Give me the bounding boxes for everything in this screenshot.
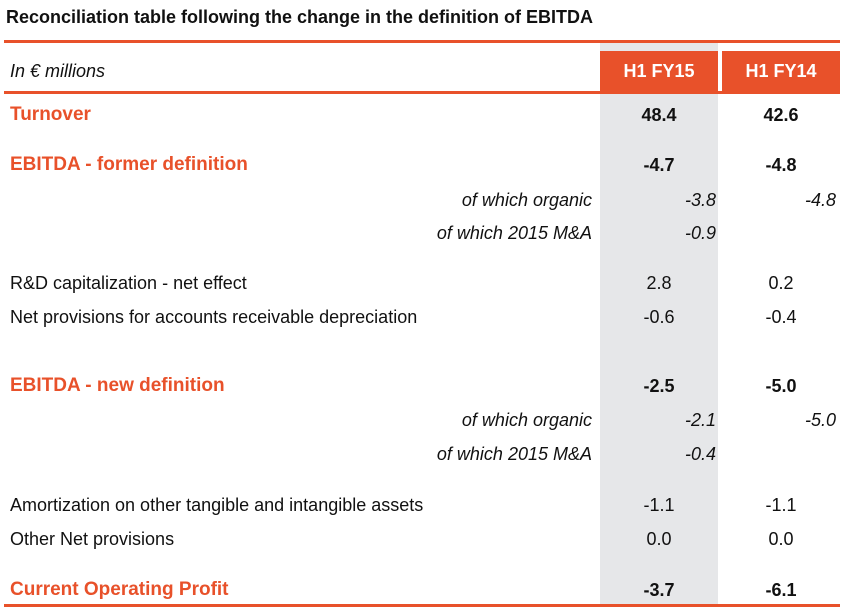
row-label: Amortization on other tangible and intan… <box>10 495 424 515</box>
row-label: R&D capitalization - net effect <box>10 273 247 293</box>
column-header-h1-fy15: H1 FY15 <box>600 51 718 91</box>
row-label: of which 2015 M&A <box>436 223 592 243</box>
table-row: of which organic -2.1 -5.0 <box>0 405 846 435</box>
row-value-h1-fy15: -2.5 <box>643 376 675 396</box>
row-label: Current Operating Profit <box>10 579 229 600</box>
row-label: of which organic <box>461 410 592 430</box>
row-value-h1-fy15: -0.9 <box>684 223 716 243</box>
row-value-h1-fy15: -2.1 <box>684 410 716 430</box>
row-value-h1-fy15: 2.8 <box>646 273 672 293</box>
row-value-h1-fy14: -6.1 <box>765 580 797 600</box>
row-label: Other Net provisions <box>10 529 175 549</box>
row-label: of which 2015 M&A <box>436 444 592 464</box>
row-value-h1-fy14: -4.8 <box>765 155 797 175</box>
table-row: Other Net provisions 0.0 0.0 <box>0 524 846 554</box>
header-divider <box>4 91 840 94</box>
current-period-column-shade <box>600 43 718 604</box>
table-row: of which organic -3.8 -4.8 <box>0 185 846 215</box>
row-value-h1-fy15: 0.0 <box>646 529 672 549</box>
row-value-h1-fy14: -4.8 <box>804 190 836 210</box>
unit-label: In € millions <box>10 61 106 81</box>
row-value-h1-fy15: -0.6 <box>643 307 675 327</box>
table-row: of which 2015 M&A -0.9 <box>0 218 846 248</box>
table-row: EBITDA - former definition -4.7 -4.8 <box>0 150 846 180</box>
row-value-h1-fy15: -3.7 <box>643 580 675 600</box>
column-header-h1-fy14: H1 FY14 <box>722 51 840 91</box>
row-label: EBITDA - new definition <box>10 375 225 396</box>
row-value-h1-fy15: -4.7 <box>643 155 675 175</box>
table-row: Turnover 48.4 42.6 <box>0 100 846 130</box>
table-row: EBITDA - new definition -2.5 -5.0 <box>0 371 846 401</box>
table-row: R&D capitalization - net effect 2.8 0.2 <box>0 268 846 298</box>
row-value-h1-fy14: 0.0 <box>768 529 794 549</box>
table-row: Current Operating Profit -3.7 -6.1 <box>0 575 846 605</box>
row-value-h1-fy14: 42.6 <box>763 105 799 125</box>
row-value-h1-fy15: -3.8 <box>684 190 716 210</box>
row-label: EBITDA - former definition <box>10 154 248 175</box>
row-label: Net provisions for accounts receivable d… <box>10 307 418 327</box>
table-row: Amortization on other tangible and intan… <box>0 490 846 520</box>
row-value-h1-fy14: -1.1 <box>765 495 797 515</box>
row-label: Turnover <box>10 104 91 125</box>
row-value-h1-fy15: -1.1 <box>643 495 675 515</box>
row-label: of which organic <box>461 190 592 210</box>
top-divider <box>4 40 840 43</box>
row-value-h1-fy14: -0.4 <box>765 307 797 327</box>
row-value-h1-fy14: 0.2 <box>768 273 794 293</box>
table-title: Reconciliation table following the chang… <box>6 7 594 27</box>
row-value-h1-fy15: 48.4 <box>641 105 677 125</box>
table-row: Net provisions for accounts receivable d… <box>0 302 846 332</box>
row-value-h1-fy14: -5.0 <box>765 376 797 396</box>
row-value-h1-fy15: -0.4 <box>684 444 716 464</box>
bottom-divider <box>4 604 840 607</box>
row-value-h1-fy14: -5.0 <box>804 410 836 430</box>
table-row: of which 2015 M&A -0.4 <box>0 439 846 469</box>
